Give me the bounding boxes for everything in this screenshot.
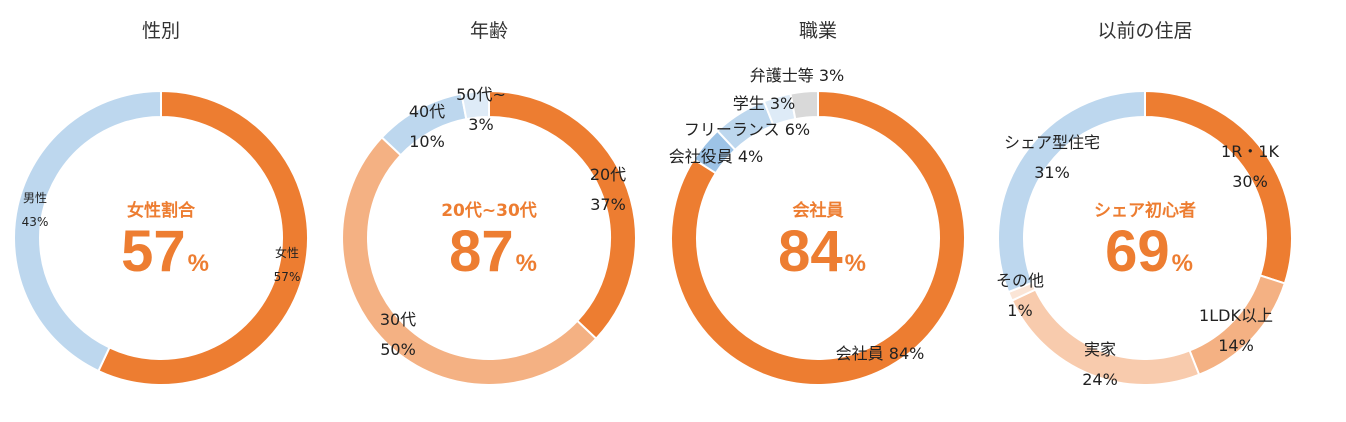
slice-value: 84 xyxy=(888,344,910,363)
center-value: 84% xyxy=(778,218,866,285)
slice-name: 40代 xyxy=(408,102,446,121)
slice-value: 6 xyxy=(784,120,795,139)
slice-value: 43 xyxy=(21,215,37,229)
center-label: 会社員 xyxy=(792,201,844,221)
slice-name: 会社役員 xyxy=(668,147,733,166)
slice-value: 3 xyxy=(769,94,781,113)
slice-value: 4 xyxy=(737,147,749,166)
center-value: 87% xyxy=(449,218,537,285)
center-unit: % xyxy=(187,250,209,277)
center-label: 20代~30代 xyxy=(441,201,537,221)
center-number: 87 xyxy=(449,219,514,284)
slice-name: 50代~ xyxy=(456,85,506,104)
chart-title: 職業 xyxy=(798,20,838,42)
slice-value: 24 xyxy=(1082,370,1103,389)
slice-value: 1 xyxy=(1007,301,1018,320)
slice-name: フリーランス xyxy=(683,120,780,139)
center-unit: % xyxy=(844,250,866,277)
slice-label: 30代 50% xyxy=(379,310,417,359)
slice-name: 弁護士等 xyxy=(749,66,814,85)
slice-value: 3 xyxy=(818,66,830,85)
slice-name: 女性 xyxy=(274,246,299,260)
slice-value: 57 xyxy=(273,270,289,284)
center-label: 女性割合 xyxy=(127,201,195,221)
slice-value: 14 xyxy=(1218,336,1239,355)
slice-name: その他 xyxy=(995,271,1045,290)
slice-label: 50代~ 3% xyxy=(456,85,506,134)
slice-name: 20代 xyxy=(589,165,627,184)
slice-label: 学生 3% xyxy=(732,94,796,113)
center-number: 84 xyxy=(778,219,843,284)
center-value: 69% xyxy=(1105,218,1193,285)
center-value: 57% xyxy=(121,218,209,285)
slice-name: 1LDK以上 xyxy=(1199,306,1273,325)
slice-name: 1R・1K xyxy=(1221,142,1279,161)
slice-label: 会社員 84% xyxy=(835,344,925,363)
chart-title: 以前の住居 xyxy=(1097,20,1193,42)
slice-name: 学生 xyxy=(732,94,765,113)
donut-slice-1-3 xyxy=(460,89,490,121)
slice-label: 40代 10% xyxy=(408,102,446,151)
slice-label: 20代 37% xyxy=(589,165,627,214)
center-label: シェア初心者 xyxy=(1094,201,1196,221)
donut-slice-2-0 xyxy=(670,89,966,386)
slice-label: 男性 43% xyxy=(21,191,49,229)
chart-title: 性別 xyxy=(141,20,181,42)
slice-label: 実家 24% xyxy=(1082,340,1118,389)
slice-label: 1R・1K 30% xyxy=(1221,142,1279,191)
slice-label: フリーランス 6% xyxy=(683,120,811,139)
donut-slice-0-0 xyxy=(97,89,309,386)
slice-value: 50 xyxy=(380,340,401,359)
slice-label: シェア型住宅 31% xyxy=(1003,133,1101,182)
donut-slice-2-4 xyxy=(789,89,819,121)
center-unit: % xyxy=(515,250,537,277)
slice-name: 男性 xyxy=(22,191,47,205)
slice-label: 1LDK以上 14% xyxy=(1199,306,1273,355)
slice-label: 女性 57% xyxy=(273,246,301,284)
center-number: 57 xyxy=(121,219,186,284)
center-number: 69 xyxy=(1105,219,1170,284)
slice-label: 会社役員 4% xyxy=(668,147,764,166)
center-unit: % xyxy=(1171,250,1193,277)
donut-slice-3-4 xyxy=(997,89,1146,294)
slice-value: 37 xyxy=(590,195,611,214)
donut-slice-0-1 xyxy=(13,89,162,373)
slice-value: 30 xyxy=(1232,172,1253,191)
slice-value: 3 xyxy=(468,115,479,134)
slice-label: その他 1% xyxy=(995,271,1045,320)
slice-name: 会社員 xyxy=(835,344,884,363)
slice-value: 31 xyxy=(1034,163,1055,182)
slice-name: 30代 xyxy=(379,310,417,329)
chart-title: 年齢 xyxy=(469,20,509,42)
slice-name: シェア型住宅 xyxy=(1003,133,1101,152)
slice-label: 弁護士等 3% xyxy=(749,66,845,85)
slice-value: 10 xyxy=(409,132,430,151)
slice-name: 実家 xyxy=(1083,340,1116,359)
